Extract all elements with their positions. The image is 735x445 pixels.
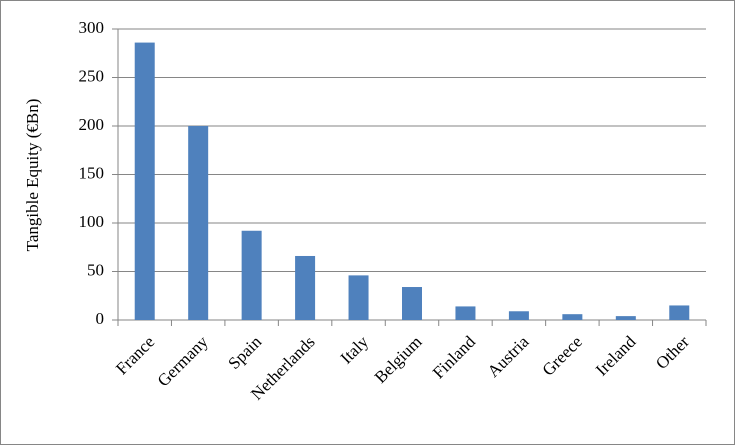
bar [508, 311, 529, 320]
bar [188, 126, 209, 320]
bar [241, 230, 262, 320]
bar [134, 42, 155, 321]
bar [562, 314, 583, 320]
y-axis-label: Tangible Equity (€Bn) [23, 99, 42, 252]
y-tick-label: 300 [79, 18, 105, 37]
bar [402, 287, 422, 320]
bar [669, 305, 690, 320]
y-tick-label: 250 [79, 66, 105, 85]
y-tick-label: 0 [96, 309, 105, 328]
y-tick-label: 200 [79, 115, 105, 134]
y-tick-label: 100 [79, 212, 105, 231]
bar [295, 255, 316, 320]
bar [348, 275, 369, 320]
bar [455, 306, 476, 320]
y-tick-label: 150 [79, 163, 105, 182]
bar [615, 316, 636, 320]
y-tick-label: 50 [87, 260, 104, 279]
